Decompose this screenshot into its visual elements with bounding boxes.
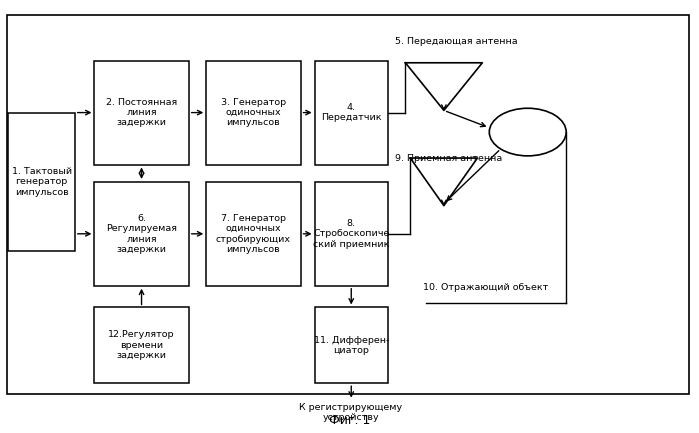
Bar (315, 182, 388, 286)
Text: Фиг. 1: Фиг. 1 (329, 414, 370, 427)
Bar (206, 61, 301, 165)
Text: 4.
Передатчик: 4. Передатчик (321, 103, 382, 122)
Bar (206, 182, 301, 286)
Bar (315, 307, 388, 383)
Bar (7, 15, 689, 394)
Text: 5. Передающая антенна: 5. Передающая антенна (395, 37, 517, 45)
Text: 2. Постоянная
линия
задержки: 2. Постоянная линия задержки (106, 98, 177, 127)
Text: 6.
Регулируемая
линия
задержки: 6. Регулируемая линия задержки (106, 214, 177, 254)
Text: К регистрирующему
устройству: К регистрирующему устройству (299, 403, 403, 422)
Text: 9. Приемная антенна: 9. Приемная антенна (395, 154, 502, 162)
Bar (94, 182, 189, 286)
Text: 12.Регулятор
времени
задержки: 12.Регулятор времени задержки (108, 330, 175, 360)
Text: 3. Генератор
одиночных
импульсов: 3. Генератор одиночных импульсов (221, 98, 286, 127)
Text: 8.
Стробоскопиче
ский приемник: 8. Стробоскопиче ский приемник (313, 219, 389, 249)
Text: 10. Отражающий объект: 10. Отражающий объект (423, 284, 548, 292)
Text: 1. Тактовый
генератор
импульсов: 1. Тактовый генератор импульсов (11, 167, 72, 197)
Text: 11. Дифферен-
циатор: 11. Дифферен- циатор (314, 336, 389, 355)
Bar (94, 307, 189, 383)
Text: 7. Генератор
одиночных
стробирующих
импульсов: 7. Генератор одиночных стробирующих импу… (216, 214, 291, 254)
Bar (8, 113, 75, 251)
Bar (94, 61, 189, 165)
Bar (315, 61, 388, 165)
